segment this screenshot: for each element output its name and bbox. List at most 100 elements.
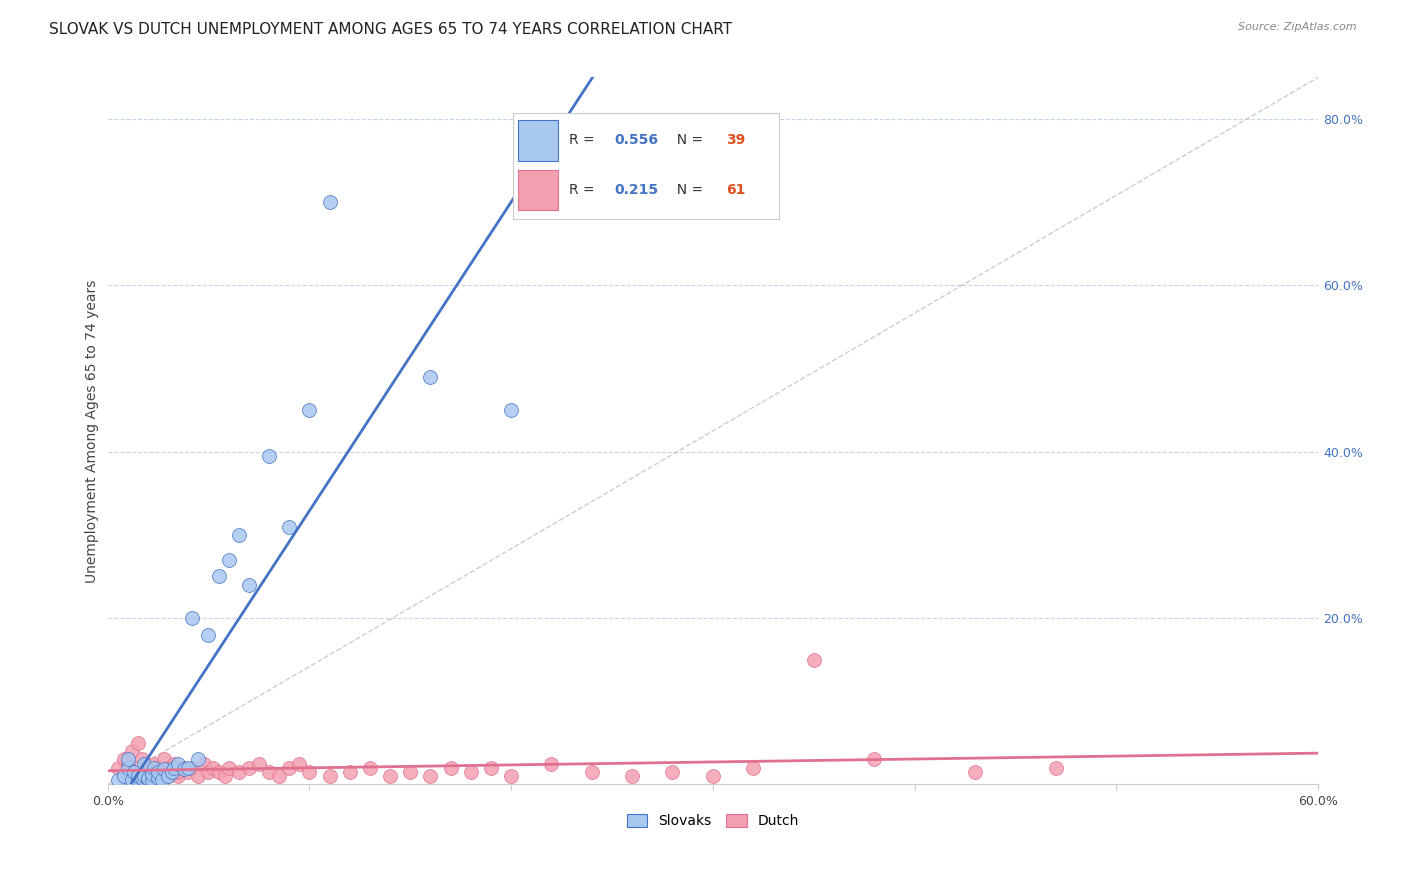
Point (863, 752, 886, 766)
Point (131, 771, 153, 785)
Point (117, 752, 139, 766)
Y-axis label: Unemployment Among Ages 65 to 74 years: Unemployment Among Ages 65 to 74 years (86, 279, 100, 582)
Point (146, 761, 169, 775)
Point (318, 195, 340, 210)
Point (157, 761, 180, 775)
Point (141, 773, 163, 788)
Point (141, 771, 163, 785)
Point (117, 756, 139, 771)
Point (187, 752, 209, 766)
Point (278, 519, 301, 533)
Point (257, 449, 280, 463)
Point (460, 764, 482, 779)
Point (136, 773, 159, 788)
Point (132, 756, 155, 771)
Point (127, 769, 149, 783)
Point (419, 369, 441, 384)
Point (173, 763, 195, 777)
Point (150, 771, 173, 785)
Point (177, 761, 200, 775)
Point (131, 752, 153, 766)
Point (359, 761, 381, 775)
Point (228, 764, 250, 779)
Point (540, 756, 562, 771)
Point (238, 761, 260, 775)
Text: SLOVAK VS DUTCH UNEMPLOYMENT AMONG AGES 65 TO 74 YEARS CORRELATION CHART: SLOVAK VS DUTCH UNEMPLOYMENT AMONG AGES … (49, 22, 733, 37)
Point (1045, 761, 1067, 775)
Point (127, 773, 149, 788)
Point (479, 761, 502, 775)
Point (121, 773, 143, 788)
Point (661, 764, 683, 779)
Point (197, 628, 219, 642)
Point (269, 769, 291, 783)
Point (439, 761, 461, 775)
Point (581, 764, 603, 779)
Point (143, 761, 166, 775)
Point (238, 578, 260, 592)
Point (141, 767, 163, 781)
Point (136, 771, 159, 785)
Point (247, 756, 270, 771)
Point (339, 764, 361, 779)
Point (163, 756, 186, 771)
Point (177, 764, 200, 779)
Legend: Slovaks, Dutch: Slovaks, Dutch (621, 809, 804, 834)
Point (112, 752, 135, 766)
Text: Source: ZipAtlas.com: Source: ZipAtlas.com (1239, 22, 1357, 32)
Point (150, 773, 173, 788)
Point (621, 769, 644, 783)
Point (207, 764, 229, 779)
Point (201, 761, 224, 775)
Point (298, 403, 321, 417)
Point (157, 769, 180, 783)
Point (378, 769, 401, 783)
Point (146, 764, 169, 779)
Point (257, 764, 280, 779)
Point (132, 769, 155, 783)
Point (127, 769, 149, 783)
Point (160, 764, 183, 779)
Point (173, 761, 195, 775)
Point (278, 761, 301, 775)
Point (157, 769, 180, 783)
Point (193, 756, 215, 771)
Point (399, 764, 422, 779)
Point (122, 764, 145, 779)
Point (228, 528, 250, 542)
Point (501, 403, 523, 417)
Point (742, 761, 765, 775)
Point (167, 769, 190, 783)
Point (298, 764, 321, 779)
Point (160, 764, 183, 779)
Point (136, 764, 159, 779)
Point (153, 763, 176, 777)
Point (965, 764, 987, 779)
Point (143, 756, 166, 771)
Point (167, 764, 190, 779)
Point (107, 773, 129, 788)
Point (146, 769, 169, 783)
Point (107, 761, 129, 775)
Point (501, 769, 523, 783)
Point (117, 761, 139, 775)
Point (318, 769, 340, 783)
Point (288, 756, 311, 771)
Point (122, 764, 145, 779)
Point (136, 761, 159, 775)
Point (153, 752, 176, 766)
Point (167, 756, 190, 771)
Point (419, 769, 441, 783)
Point (803, 653, 825, 667)
Point (146, 771, 169, 785)
Point (181, 611, 204, 625)
Point (218, 761, 240, 775)
Point (127, 736, 149, 750)
Point (214, 769, 236, 783)
Point (163, 761, 186, 775)
Point (702, 769, 724, 783)
Point (121, 744, 143, 758)
Point (181, 761, 204, 775)
Point (218, 553, 240, 567)
Point (187, 769, 209, 783)
